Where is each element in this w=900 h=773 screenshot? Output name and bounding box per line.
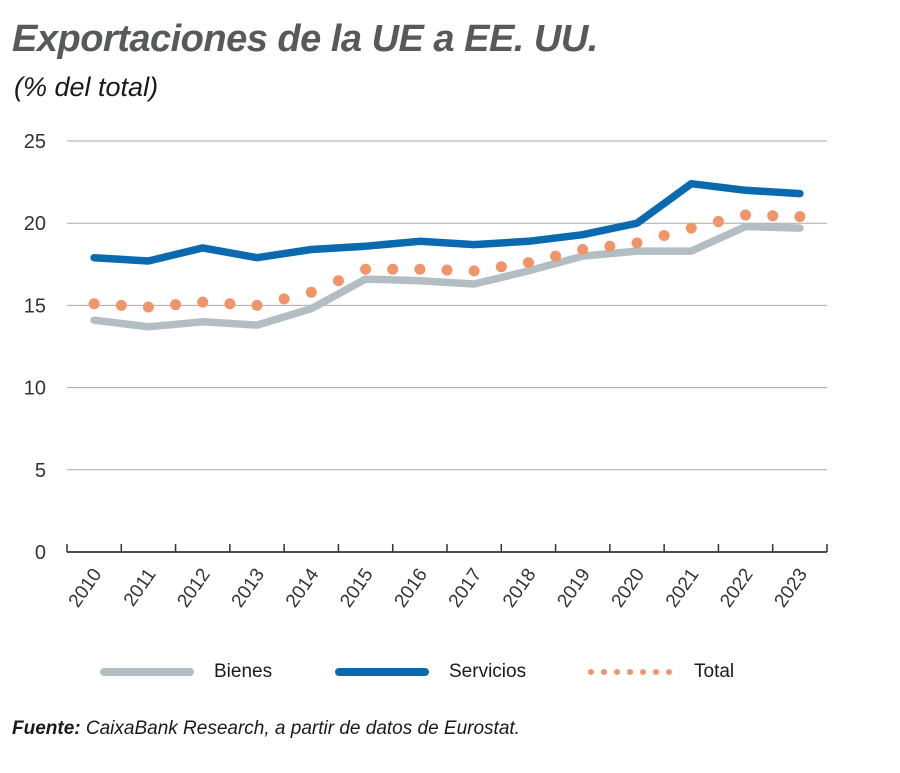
legend-item-total: Total bbox=[588, 655, 734, 689]
legend-swatch-servicios bbox=[335, 668, 429, 676]
x-tick-label: 2015 bbox=[336, 565, 377, 612]
point-total bbox=[740, 209, 752, 221]
x-tick-label: 2020 bbox=[608, 565, 649, 612]
y-tick-label: 25 bbox=[24, 131, 46, 153]
point-total bbox=[305, 286, 317, 298]
point-total bbox=[197, 296, 209, 308]
y-tick-label: 10 bbox=[24, 378, 46, 400]
chart-title: Exportaciones de la UE a EE. UU. bbox=[12, 18, 598, 60]
x-tick-label: 2022 bbox=[716, 565, 757, 612]
dot-total bbox=[115, 299, 127, 311]
dot-total bbox=[441, 264, 453, 276]
point-total bbox=[522, 257, 534, 269]
chart-subtitle: (% del total) bbox=[14, 72, 159, 102]
dot-total bbox=[224, 298, 236, 310]
point-total bbox=[88, 298, 100, 310]
dot-total bbox=[387, 263, 399, 275]
source-label: Fuente: bbox=[12, 718, 81, 739]
series-total bbox=[88, 209, 806, 313]
series-bienes bbox=[90, 222, 804, 331]
series-servicios bbox=[90, 179, 804, 265]
legend-swatch-bienes bbox=[100, 668, 194, 676]
dot-total bbox=[604, 240, 616, 252]
dot-total bbox=[278, 293, 290, 305]
x-tick-label: 2018 bbox=[499, 565, 540, 612]
legend-label-bienes: Bienes bbox=[214, 661, 273, 682]
x-tick-label: 2011 bbox=[120, 565, 161, 611]
point-total bbox=[577, 244, 589, 256]
dot-total bbox=[658, 230, 670, 242]
point-total bbox=[360, 263, 372, 275]
dot-total bbox=[767, 210, 779, 222]
line-servicios bbox=[90, 179, 804, 265]
point-total bbox=[794, 211, 806, 223]
x-tick-label: 2012 bbox=[173, 565, 214, 612]
point-total bbox=[142, 301, 154, 313]
point-total bbox=[468, 265, 480, 277]
point-total bbox=[414, 263, 426, 275]
legend-label-total: Total bbox=[694, 661, 735, 682]
y-tick-label: 20 bbox=[24, 213, 46, 235]
y-axis-ticks: 0 5 10 15 20 25 bbox=[24, 131, 46, 564]
line-bienes bbox=[90, 222, 804, 331]
point-total bbox=[685, 222, 697, 234]
source-note: Fuente: CaixaBank Research, a partir de … bbox=[12, 718, 520, 740]
legend-swatch-total bbox=[588, 669, 682, 675]
legend-item-servicios: Servicios bbox=[335, 655, 526, 689]
x-tick-label: 2010 bbox=[65, 565, 106, 612]
y-tick-label: 15 bbox=[24, 295, 46, 317]
point-total bbox=[251, 299, 263, 311]
source-text: CaixaBank Research, a partir de datos de… bbox=[80, 718, 520, 739]
series-group bbox=[88, 179, 806, 331]
dot-total bbox=[332, 275, 344, 287]
dot-total bbox=[170, 299, 182, 311]
legend-item-bienes: Bienes bbox=[100, 655, 272, 689]
x-tick-label: 2014 bbox=[282, 564, 324, 611]
point-total bbox=[631, 237, 643, 249]
x-axis: 2010 2011 2012 2013 2014 2015 2016 2017 2018 2019… bbox=[65, 544, 828, 612]
y-tick-label: 5 bbox=[35, 460, 46, 482]
y-tick-label: 0 bbox=[35, 542, 46, 564]
x-tick-label: 2016 bbox=[390, 565, 431, 612]
legend: Bienes Servicios Total bbox=[0, 655, 900, 689]
dot-total bbox=[712, 216, 724, 228]
dot-total bbox=[550, 250, 562, 262]
dot-total bbox=[495, 261, 507, 273]
legend-label-servicios: Servicios bbox=[449, 661, 527, 682]
gridlines bbox=[67, 140, 827, 471]
x-tick-label: 2021 bbox=[662, 565, 703, 612]
x-tick-label: 2023 bbox=[770, 565, 811, 612]
x-tick-label: 2017 bbox=[445, 565, 486, 612]
x-tick-label: 2013 bbox=[228, 565, 269, 612]
x-tick-label: 2019 bbox=[553, 565, 594, 612]
